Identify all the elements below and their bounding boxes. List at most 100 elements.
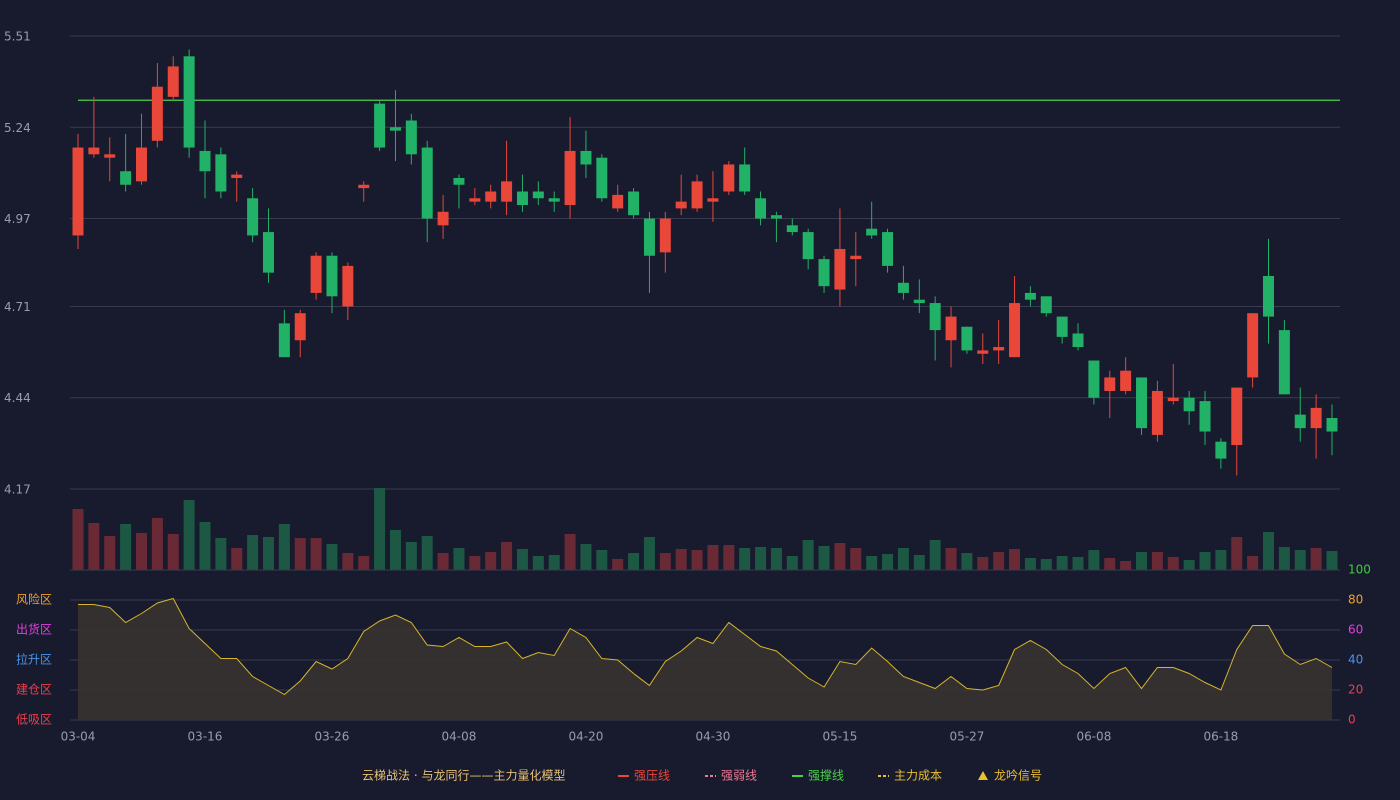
volume-bar [993,552,1005,570]
volume-bar [675,549,687,570]
volume-bar [1247,556,1259,570]
candle-body [278,323,290,358]
candle-body [215,154,227,192]
candle-body [548,198,560,202]
volume-bar [691,550,703,570]
volume-bar [405,542,417,570]
candle-body [707,198,719,202]
volume-bar [469,556,481,570]
candle-body [802,232,814,260]
candle-body [310,255,322,293]
candle-body [485,191,497,202]
volume-bar [1310,548,1322,570]
y-tick-label: 60 [1348,623,1363,637]
volume-bar [485,552,497,570]
x-tick-label: 03-26 [315,730,350,744]
candle-body [199,150,211,172]
candle-body [1183,397,1195,412]
volume-bar [802,540,814,570]
candle-body [612,194,624,209]
volume-bar [723,545,735,570]
y-tick-label: 4.71 [4,300,31,314]
legend-label: 主力成本 [894,769,942,783]
zone-label: 风险区 [16,592,52,607]
candle-body [120,171,132,185]
volume-bar [1278,547,1290,570]
candle-body [72,147,84,236]
candle-body [151,86,163,141]
x-tick-label: 04-20 [569,730,604,744]
volume-bar [866,556,878,570]
indicator-line [78,597,1333,696]
candle-body [135,147,147,182]
volume-bar [453,548,465,570]
candle-body [913,299,925,304]
volume-bar [643,537,655,570]
candle-body [532,191,544,199]
x-tick-label: 03-04 [61,730,96,744]
candle-body [389,127,401,131]
volume-bar [1167,557,1179,570]
volume-bar [1215,550,1227,570]
candle-body [564,150,576,206]
candle-body [1072,333,1084,348]
candle-body [421,147,433,219]
volume-bar [1199,552,1211,570]
volume-bar [834,543,846,570]
candle-body [659,218,671,253]
candle-body [1088,360,1100,398]
candle-body [358,184,370,189]
volume-bar [501,542,513,570]
candle-body [628,191,640,216]
volume-bar [1072,557,1084,570]
candle-body [691,181,703,209]
x-tick-label: 04-30 [695,730,730,744]
volume-bar [1120,561,1132,570]
candle-body [961,326,973,351]
candle-body [850,255,862,260]
volume-bar [72,509,84,570]
candle-body [1326,418,1338,432]
candle-body [739,164,751,192]
legend-label: 强撑线 [808,768,844,783]
candle-body [580,150,592,165]
candle-body [1231,387,1243,446]
candle-body [167,66,179,97]
candle-body [437,211,449,226]
volume-bar [770,548,782,570]
candle-body [1199,401,1211,432]
volume-bar [755,547,767,570]
volume-bar [532,556,544,570]
candle-body [643,218,655,256]
area-fill [78,598,1332,720]
volume-bar [739,548,751,570]
volume-bar [580,544,592,570]
candle-body [786,225,798,233]
candle-body [723,164,735,192]
volume-bar [564,534,576,570]
volume-bar [135,533,147,570]
candle-body [516,191,528,206]
x-tick-label: 06-18 [1203,730,1238,744]
candle-body [1151,390,1163,435]
volume-bar [1294,550,1306,570]
candle-body [929,303,941,331]
volume-bar [215,538,227,570]
volume-bar [1151,552,1163,570]
candle-body [1009,303,1021,358]
volume-bar [167,534,179,570]
volume-bar [358,556,370,570]
volume-bar [1009,549,1021,570]
y-tick-label: 80 [1348,593,1363,607]
volume-bar [850,548,862,570]
candle-body [104,154,116,158]
volume-bar [628,553,640,570]
candle-body [1024,292,1036,300]
zone-label: 建仓区 [16,683,52,697]
volume-bar [818,546,830,570]
volume-bar [596,550,608,570]
candle-body [247,198,259,236]
x-tick-label: 05-27 [949,730,984,744]
zone-label: 拉升区 [16,652,52,667]
volume-bar [231,548,243,570]
